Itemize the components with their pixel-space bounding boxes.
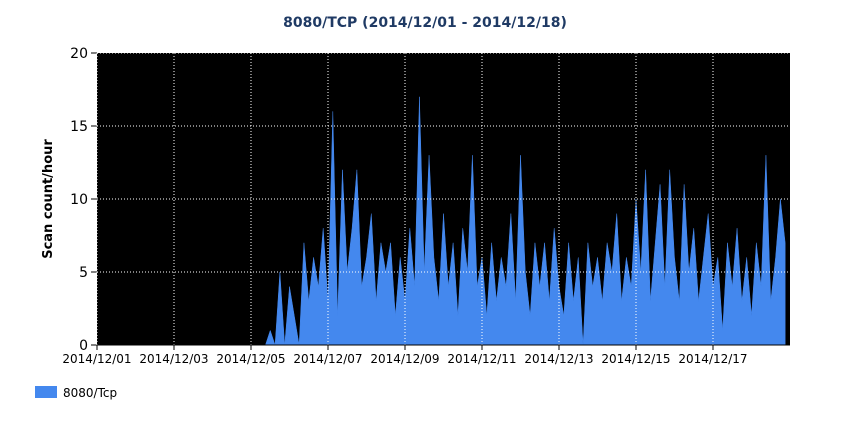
x-tick-label: 2014/12/01 bbox=[62, 352, 131, 366]
x-tick-label: 2014/12/03 bbox=[139, 352, 208, 366]
legend-label: 8080/Tcp bbox=[63, 386, 117, 400]
x-tick-label: 2014/12/05 bbox=[216, 352, 285, 366]
x-tick-label: 2014/12/17 bbox=[678, 352, 747, 366]
chart-title: 8080/TCP (2014/12/01 - 2014/12/18) bbox=[283, 15, 567, 31]
legend-swatch bbox=[35, 386, 57, 398]
x-tick-label: 2014/12/15 bbox=[601, 352, 670, 366]
x-tick-label: 2014/12/07 bbox=[293, 352, 362, 366]
y-tick-label: 20 bbox=[70, 46, 88, 62]
y-tick-label: 5 bbox=[79, 265, 88, 281]
x-tick-label: 2014/12/13 bbox=[524, 352, 593, 366]
y-axis-label: Scan count/hour bbox=[41, 139, 56, 259]
y-tick-label: 0 bbox=[79, 338, 88, 354]
x-tick-label: 2014/12/11 bbox=[447, 352, 516, 366]
y-tick-label: 15 bbox=[70, 119, 88, 135]
y-tick-label: 10 bbox=[70, 192, 88, 208]
plot: 0 5 10 15 20 2014/12/01 2014/12/03 2014/12/05 20… bbox=[62, 46, 790, 366]
x-tick-label: 2014/12/09 bbox=[370, 352, 439, 366]
